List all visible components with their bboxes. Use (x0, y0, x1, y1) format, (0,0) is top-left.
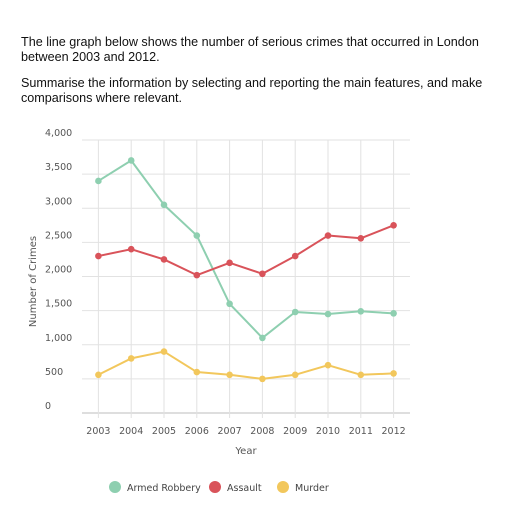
question-prompt: The line graph below shows the number of… (21, 35, 491, 117)
x-tick-label: 2010 (316, 426, 340, 437)
armed-robbery-point (390, 310, 397, 317)
x-tick-label: 2004 (119, 426, 143, 437)
legend-label-murder: Murder (295, 483, 329, 494)
assault-point (291, 252, 299, 260)
armed-robbery-point (95, 177, 102, 185)
legend-label-armed-robbery: Armed Robbery (127, 483, 201, 494)
armed-robbery-point (160, 201, 168, 209)
assault-point (390, 222, 397, 229)
assault-point (226, 259, 233, 267)
armed-robbery-point (259, 334, 266, 342)
armed-robbery-line (97, 159, 394, 339)
murder-point (95, 371, 102, 379)
x-tick-label: 2012 (382, 426, 406, 437)
assault-line (98, 224, 394, 277)
murder-point (127, 355, 135, 362)
assault-point (324, 232, 332, 239)
murder-point (193, 368, 201, 376)
prompt-description: The line graph below shows the number of… (21, 35, 479, 64)
murder-point (226, 371, 233, 379)
armed-robbery-point (324, 310, 332, 318)
x-tick-label: 2009 (283, 426, 307, 437)
murder-point (259, 375, 266, 383)
y-tick-label: 1,500 (45, 299, 72, 310)
y-tick-label: 3,500 (45, 162, 72, 173)
legend-swatch-assault (209, 481, 221, 493)
y-tick-label: 2,000 (45, 265, 72, 276)
x-tick-label: 2008 (250, 426, 274, 437)
murder-line (97, 350, 394, 380)
y-tick-label: 1,000 (45, 333, 72, 344)
murder-point (357, 371, 365, 379)
armed-robbery-point (357, 308, 365, 315)
legend-swatch-armed-robbery (109, 481, 121, 493)
chart-series (95, 157, 397, 383)
legend-swatch-murder (277, 481, 289, 493)
x-axis-title: Year (234, 446, 257, 457)
y-tick-label: 2,500 (45, 230, 72, 241)
chart-axes: 0 500 1,000 1,500 2,000 2,500 3,000 3,500 4,000 2… (28, 128, 406, 457)
prompt-instruction: Summarise the information by selecting a… (21, 76, 483, 105)
murder-point (160, 348, 168, 355)
murder-point (390, 370, 397, 377)
y-tick-label: 3,000 (45, 196, 72, 207)
x-tick-label: 2007 (218, 426, 242, 437)
assault-point (127, 245, 135, 253)
armed-robbery-point (291, 308, 299, 316)
assault-point (160, 256, 168, 263)
y-tick-label: 0 (45, 401, 51, 412)
armed-robbery-point (193, 232, 201, 239)
armed-robbery-point (226, 300, 233, 308)
x-tick-label: 2005 (152, 426, 176, 437)
assault-point (193, 271, 201, 279)
x-tick-label: 2006 (185, 426, 209, 437)
murder-point (291, 371, 299, 379)
legend-label-assault: Assault (227, 483, 262, 494)
assault-point (95, 252, 102, 260)
y-tick-label: 500 (45, 367, 63, 378)
y-tick-label: 4,000 (45, 128, 72, 139)
chart-legend: Armed Robbery Assault Murder (109, 481, 329, 494)
armed-robbery-point (127, 157, 135, 164)
assault-point (259, 270, 266, 278)
assault-point (357, 234, 365, 242)
murder-point (324, 361, 332, 369)
x-tick-label: 2003 (86, 426, 110, 437)
y-axis-title: Number of Crimes (28, 236, 39, 327)
x-tick-label: 2011 (349, 426, 373, 437)
